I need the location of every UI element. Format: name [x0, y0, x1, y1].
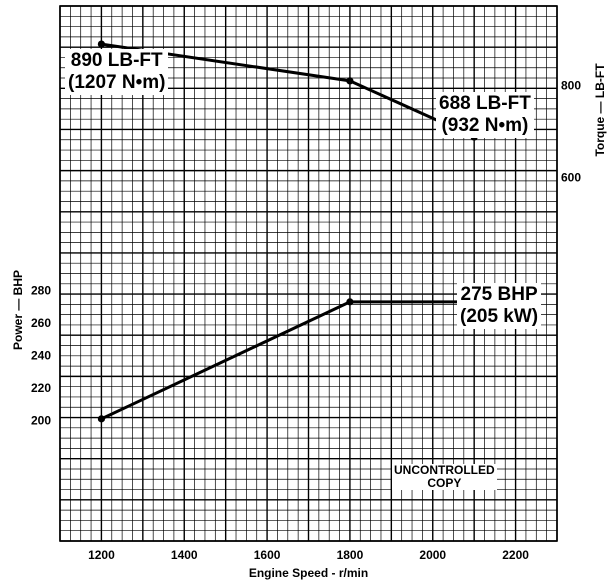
- torque-tick-label: 600: [561, 171, 581, 185]
- x-tick-label: 1800: [337, 548, 364, 562]
- watermark-line1: UNCONTROLLED: [394, 463, 495, 477]
- power-tick-label: 240: [31, 349, 51, 363]
- torque-point: [346, 77, 354, 85]
- annotation-rated-torque: 688 LB-FT (932 N•m): [436, 92, 534, 138]
- annotation-peak-torque-line2: (1207 N•m): [68, 72, 166, 93]
- torque-tick-label: 1000: [561, 0, 588, 1]
- power-tick-label: 260: [31, 316, 51, 330]
- power-tick-label: 200: [31, 414, 51, 428]
- uncontrolled-copy-stamp: UNCONTROLLED COPY: [392, 464, 497, 490]
- annotation-rated-power: 275 BHP (205 kW): [457, 283, 542, 329]
- annotation-rated-torque-line2: (932 N•m): [441, 115, 529, 136]
- x-tick-label: 2200: [502, 548, 529, 562]
- torque-axis-title: Torque — LB-FT: [593, 63, 607, 157]
- x-tick-label: 2000: [419, 548, 446, 562]
- torque-point: [97, 40, 106, 48]
- annotation-rated-torque-line1: 688 LB-FT: [439, 93, 531, 114]
- power-tick-label: 280: [31, 284, 51, 298]
- annotation-peak-torque: 890 LB-FT (1207 N•m): [65, 49, 169, 95]
- x-tick-label: 1600: [254, 548, 281, 562]
- torque-tick-label: 800: [561, 79, 581, 93]
- chart-tick-labels: 1200 1400 1600 1800 2000 2200 Engine Speed - r…: [11, 0, 607, 580]
- power-tick-label: 220: [31, 381, 51, 395]
- annotation-peak-torque-line1: 890 LB-FT: [70, 50, 163, 71]
- x-axis-title: Engine Speed - r/min: [249, 566, 368, 580]
- x-tick-label: 1200: [88, 548, 115, 562]
- chart-lines: [97, 40, 478, 423]
- x-tick-label: 1400: [171, 548, 198, 562]
- annotation-rated-power-line1: 275 BHP: [460, 284, 538, 305]
- watermark-line2: COPY: [427, 476, 462, 490]
- chart-grid: [59, 5, 558, 542]
- power-axis-title: Power — BHP: [11, 270, 25, 350]
- annotation-rated-power-line2: (205 kW): [460, 306, 539, 327]
- plot-border: [59, 5, 558, 542]
- power-point: [346, 298, 354, 306]
- power-point: [97, 415, 106, 423]
